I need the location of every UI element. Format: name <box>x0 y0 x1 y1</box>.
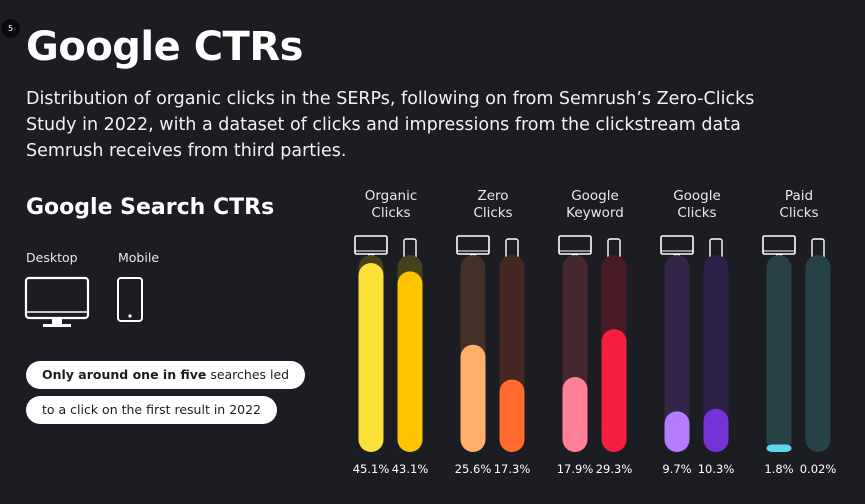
value-label-google-keyword-mobile: 29.3% <box>595 462 633 476</box>
category-label-zero-clicks: Zero Clicks <box>443 188 543 222</box>
category-label-line: Paid <box>784 188 814 204</box>
category-label-line: Keyword <box>566 205 624 221</box>
bar-track-google-clicks-desktop <box>664 255 690 452</box>
desktop-icon <box>456 235 490 257</box>
bar-track-paid-clicks-mobile <box>805 255 831 452</box>
bar-track-google-clicks-mobile <box>703 255 729 452</box>
category-label-line: Clicks <box>677 205 717 221</box>
value-label-organic-clicks-desktop: 45.1% <box>352 462 390 476</box>
bar-google-keyword-mobile <box>601 329 627 452</box>
page-subtitle: Distribution of organic clicks in the SE… <box>26 89 755 161</box>
callout-line-1-bold: Only around one in five <box>42 367 207 382</box>
value-label-zero-clicks-desktop: 25.6% <box>454 462 492 476</box>
value-label-google-clicks-mobile: 10.3% <box>697 462 735 476</box>
category-label-line: Google <box>571 188 619 204</box>
bar-zero-clicks-mobile <box>499 379 525 452</box>
value-label-paid-clicks-mobile: 0.02% <box>799 462 837 476</box>
category-label-organic-clicks: Organic Clicks <box>341 188 441 222</box>
category-label-google-clicks: Google Clicks <box>647 188 747 222</box>
bar-google-clicks-mobile <box>703 408 729 452</box>
desktop-icon <box>762 235 796 257</box>
category-label-line: Organic <box>364 188 418 204</box>
desktop-icon <box>660 235 694 257</box>
category-label-paid-clicks: Paid Clicks <box>749 188 849 222</box>
category-label-line: Clicks <box>779 205 819 221</box>
desktop-icon <box>558 235 592 257</box>
desktop-icon <box>354 235 388 257</box>
bar-google-clicks-desktop <box>664 411 690 452</box>
bar-organic-clicks-mobile <box>397 271 423 452</box>
category-label-google-keyword: Google Keyword <box>545 188 645 222</box>
value-label-google-clicks-desktop: 9.7% <box>662 462 692 476</box>
callout-line-2: to a click on the first result in 2022 <box>26 396 278 424</box>
category-label-line: Google <box>673 188 721 204</box>
bar-organic-clicks-desktop <box>358 263 384 452</box>
callout-line-1: Only around one in five searches led <box>26 361 306 389</box>
value-label-google-keyword-desktop: 17.9% <box>556 462 594 476</box>
value-label-zero-clicks-mobile: 17.3% <box>493 462 531 476</box>
category-label-line: Clicks <box>473 205 513 221</box>
category-label-line: Zero <box>477 188 509 204</box>
legend-desktop-label: Desktop <box>26 250 78 265</box>
bar-paid-clicks-desktop <box>766 444 792 452</box>
value-label-paid-clicks-desktop: 1.8% <box>764 462 794 476</box>
page-title: Google CTRs <box>26 24 303 70</box>
bar-track-paid-clicks-desktop <box>766 255 792 452</box>
bar-google-keyword-desktop <box>562 376 588 452</box>
section-title: Google Search CTRs <box>26 195 275 220</box>
slide-number-badge: 5 <box>1 19 20 38</box>
bar-zero-clicks-desktop <box>460 344 486 452</box>
category-label-line: Clicks <box>371 205 411 221</box>
legend-mobile-label: Mobile <box>118 250 160 265</box>
callout-line-1-rest: searches led <box>206 367 290 382</box>
value-label-organic-clicks-mobile: 43.1% <box>391 462 429 476</box>
